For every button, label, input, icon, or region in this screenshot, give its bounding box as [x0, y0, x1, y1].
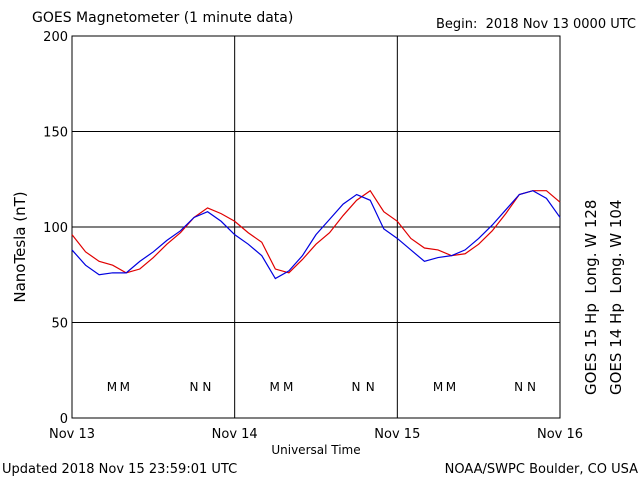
plot-frame [71, 35, 561, 419]
y-tick-label: 100 [43, 221, 68, 236]
y-tick-label: 200 [43, 30, 68, 45]
y-axis-label: NanoTesla (nT) [11, 191, 29, 302]
marker-label: M [269, 380, 279, 394]
y-tick-label: 150 [43, 126, 68, 141]
x-axis-label: Universal Time [271, 443, 360, 457]
marker-label: M [107, 380, 117, 394]
marker-label: N [202, 380, 211, 394]
marker-label: N [514, 380, 523, 394]
marker-label: M [433, 380, 443, 394]
series-line [71, 189, 561, 274]
legend-entry: GOES 15 Hp Long. W 128 [582, 200, 600, 395]
marker-label: N [351, 380, 360, 394]
y-tick-label: 0 [60, 412, 68, 427]
y-tick-label: 50 [51, 317, 68, 332]
chart-title: GOES Magnetometer (1 minute data) [32, 10, 293, 26]
footer-left: Updated 2018 Nov 15 23:59:01 UTC [2, 462, 237, 477]
footer-right: NOAA/SWPC Boulder, CO USA [445, 462, 638, 477]
chart-subtitle: Begin: 2018 Nov 13 0000 UTC [436, 17, 636, 32]
marker-label: N [366, 380, 375, 394]
series-line [71, 190, 561, 280]
x-tick-label: Nov 16 [537, 427, 583, 442]
x-tick-label: Nov 13 [49, 427, 95, 442]
marker-label: M [283, 380, 293, 394]
marker-label: N [190, 380, 199, 394]
legend-entry: GOES 14 Hp Long. W 104 [607, 200, 625, 395]
marker-label: M [446, 380, 456, 394]
marker-label: N [527, 380, 536, 394]
x-tick-label: Nov 14 [212, 427, 258, 442]
x-tick-label: Nov 15 [374, 427, 420, 442]
marker-label: M [120, 380, 130, 394]
